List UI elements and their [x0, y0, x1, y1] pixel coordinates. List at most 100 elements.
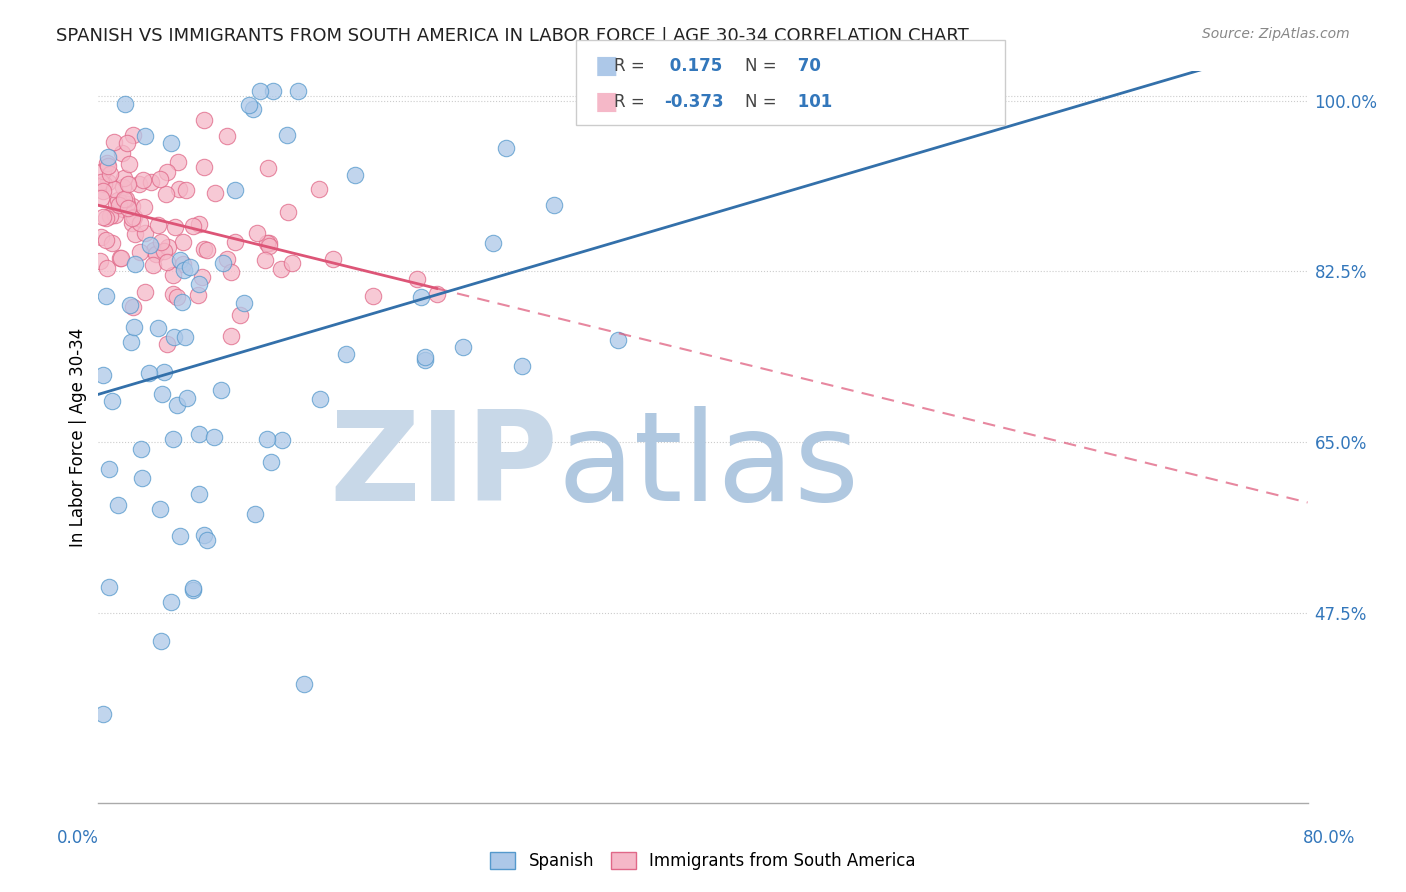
Point — [361, 289, 384, 303]
Point — [121, 199, 143, 213]
Point — [190, 270, 212, 285]
Point — [138, 237, 160, 252]
Point — [115, 196, 138, 211]
Point — [308, 182, 330, 196]
Point — [224, 183, 246, 197]
Point — [166, 155, 188, 169]
Point — [187, 287, 209, 301]
Point — [146, 321, 169, 335]
Point — [96, 156, 118, 170]
Point — [91, 368, 114, 383]
Point — [162, 287, 184, 301]
Point — [97, 175, 120, 189]
Point — [118, 298, 141, 312]
Point — [134, 226, 156, 240]
Point — [181, 582, 204, 597]
Text: N =: N = — [745, 57, 776, 75]
Point — [89, 254, 111, 268]
Point — [97, 580, 120, 594]
Point — [149, 171, 172, 186]
Point — [142, 259, 165, 273]
Point — [124, 210, 146, 224]
Point — [100, 209, 122, 223]
Point — [122, 128, 145, 142]
Point — [150, 634, 173, 648]
Point — [166, 398, 188, 412]
Point — [260, 455, 283, 469]
Point — [100, 393, 122, 408]
Point — [121, 211, 143, 225]
Point — [98, 462, 121, 476]
Point — [245, 226, 267, 240]
Point — [224, 235, 246, 249]
Point — [103, 182, 125, 196]
Point — [108, 197, 131, 211]
Text: 80.0%: 80.0% — [1302, 829, 1355, 847]
Point — [128, 216, 150, 230]
Point — [111, 180, 134, 194]
Point — [256, 236, 278, 251]
Point — [510, 359, 533, 373]
Point — [181, 219, 204, 233]
Text: ZIP: ZIP — [329, 406, 558, 527]
Point — [172, 257, 194, 271]
Point — [162, 432, 184, 446]
Point — [238, 97, 260, 112]
Point — [134, 129, 156, 144]
Point — [219, 264, 242, 278]
Point — [156, 255, 179, 269]
Point — [104, 196, 127, 211]
Point — [139, 175, 162, 189]
Point — [262, 84, 284, 98]
Point — [169, 252, 191, 267]
Point — [249, 84, 271, 98]
Point — [90, 175, 112, 189]
Point — [174, 329, 197, 343]
Text: atlas: atlas — [558, 406, 860, 527]
Point — [181, 581, 204, 595]
Point — [97, 159, 120, 173]
Point — [117, 177, 139, 191]
Point — [426, 286, 449, 301]
Point — [107, 498, 129, 512]
Point — [129, 442, 152, 456]
Point — [169, 529, 191, 543]
Point — [204, 186, 226, 200]
Text: 0.175: 0.175 — [664, 57, 721, 75]
Point — [121, 216, 143, 230]
Point — [172, 235, 194, 249]
Point — [138, 366, 160, 380]
Text: 0.0%: 0.0% — [56, 829, 98, 847]
Point — [253, 252, 276, 267]
Point — [188, 487, 211, 501]
Point — [257, 161, 280, 175]
Point — [160, 136, 183, 150]
Point — [114, 97, 136, 112]
Point — [270, 261, 292, 276]
Point — [415, 353, 437, 368]
Point — [103, 208, 125, 222]
Point — [166, 290, 188, 304]
Point — [90, 230, 112, 244]
Point — [103, 135, 125, 149]
Point — [163, 329, 186, 343]
Point — [406, 271, 429, 285]
Point — [96, 211, 118, 225]
Point — [195, 243, 218, 257]
Point — [212, 255, 235, 269]
Point — [108, 251, 131, 265]
Point — [117, 201, 139, 215]
Point — [93, 177, 115, 191]
Point — [112, 171, 135, 186]
Point — [257, 239, 280, 253]
Point — [96, 261, 118, 276]
Point — [243, 507, 266, 521]
Point — [188, 426, 211, 441]
Point — [176, 392, 198, 406]
Point — [120, 335, 142, 350]
Point — [174, 183, 197, 197]
Point — [242, 102, 264, 116]
Point — [124, 257, 146, 271]
Point — [143, 243, 166, 257]
Text: -0.373: -0.373 — [664, 94, 723, 112]
